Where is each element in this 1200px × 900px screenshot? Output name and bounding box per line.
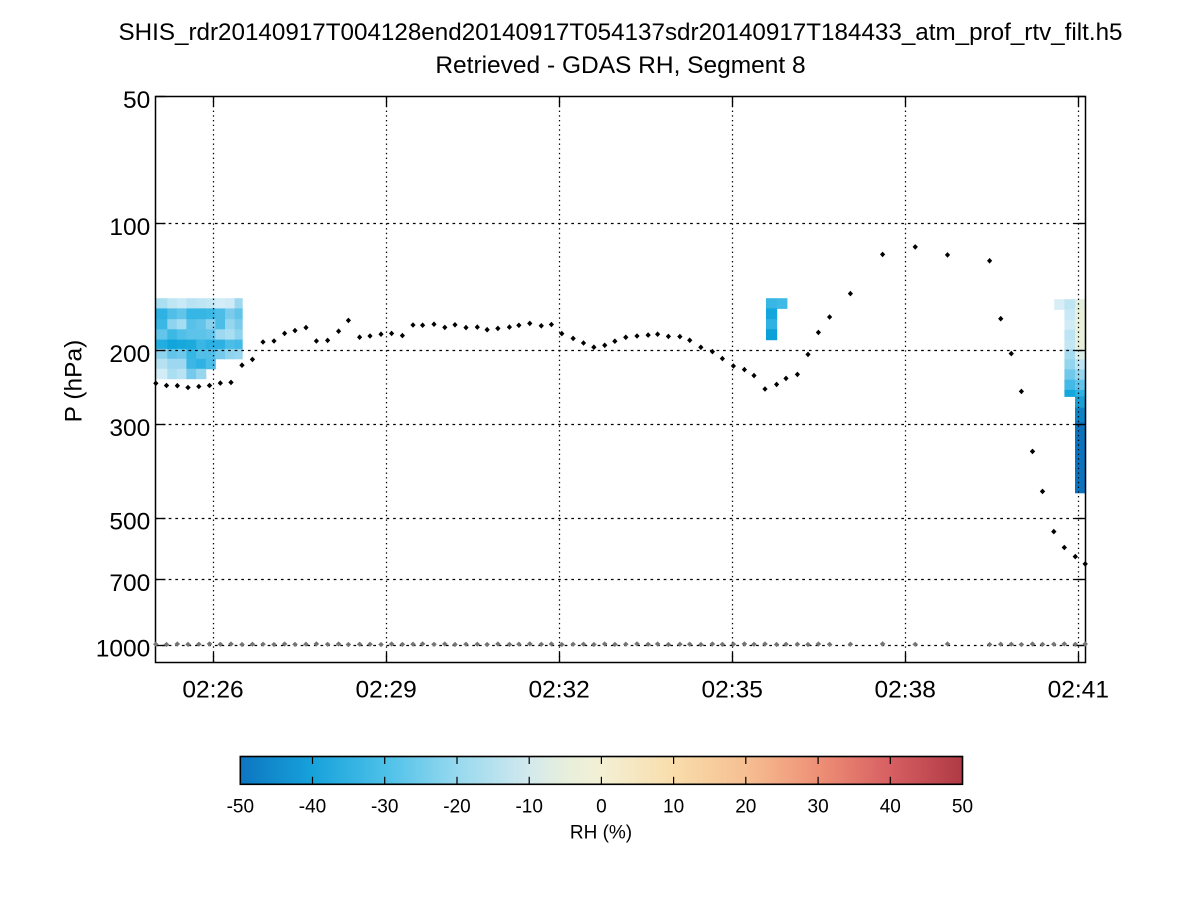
svg-text:700: 700 <box>109 570 150 597</box>
svg-text:40: 40 <box>880 797 901 818</box>
svg-text:Retrieved - GDAS RH, Segment 8: Retrieved - GDAS RH, Segment 8 <box>435 52 805 79</box>
svg-text:300: 300 <box>109 415 150 442</box>
svg-text:P (hPa): P (hPa) <box>61 340 88 423</box>
svg-text:-20: -20 <box>443 797 470 818</box>
svg-text:1000: 1000 <box>96 636 151 663</box>
svg-text:200: 200 <box>109 341 150 368</box>
svg-text:10: 10 <box>663 797 684 818</box>
svg-text:02:38: 02:38 <box>875 677 936 704</box>
svg-text:20: 20 <box>735 797 756 818</box>
svg-text:100: 100 <box>109 214 150 241</box>
svg-text:02:41: 02:41 <box>1048 677 1109 704</box>
svg-text:50: 50 <box>123 87 150 114</box>
svg-text:RH (%): RH (%) <box>570 823 632 844</box>
svg-text:-10: -10 <box>515 797 542 818</box>
svg-text:-30: -30 <box>371 797 398 818</box>
svg-text:02:26: 02:26 <box>182 677 243 704</box>
svg-text:0: 0 <box>596 797 607 818</box>
svg-text:02:35: 02:35 <box>702 677 763 704</box>
svg-text:02:29: 02:29 <box>355 677 416 704</box>
svg-text:30: 30 <box>808 797 829 818</box>
svg-text:500: 500 <box>109 509 150 536</box>
svg-text:02:32: 02:32 <box>528 677 589 704</box>
svg-text:-40: -40 <box>299 797 326 818</box>
svg-text:50: 50 <box>952 797 973 818</box>
svg-text:-50: -50 <box>227 797 254 818</box>
svg-text:SHIS_rdr20140917T004128end2014: SHIS_rdr20140917T004128end20140917T05413… <box>119 19 1123 46</box>
